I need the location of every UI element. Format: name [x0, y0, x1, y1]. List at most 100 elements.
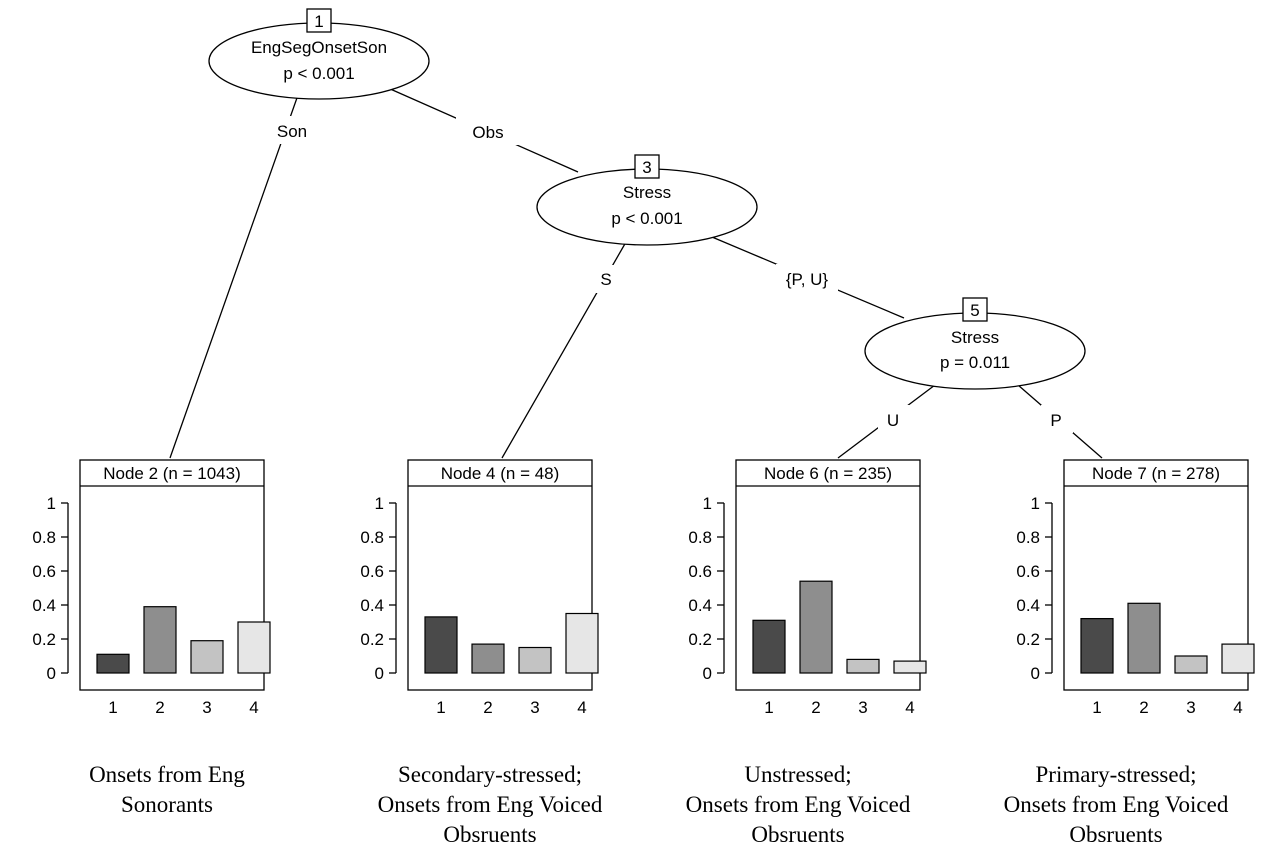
- y-tick-label: 0.6: [32, 562, 56, 581]
- y-tick-label: 0.8: [688, 528, 712, 547]
- terminal-panels: Node 2 (n = 1043) 1 0.8 0.6 0.4 0.2 0 1 2 3 4 Onset…: [32, 459, 1255, 847]
- bar-2: [471, 643, 505, 674]
- bar-2: [143, 606, 177, 674]
- bar-2: [1127, 602, 1161, 674]
- edge-label-son: Son: [277, 122, 307, 141]
- edge-label-obs: Obs: [472, 123, 503, 142]
- x-tick-label: 4: [905, 698, 914, 717]
- node-variable: Stress: [623, 183, 671, 202]
- terminal-node-1: Node 2 (n = 1043) 1 0.8 0.6 0.4 0.2 0 1 2 3 4 Onset…: [32, 459, 271, 817]
- bar-1: [424, 616, 458, 674]
- caption-line: Primary-stressed;: [1036, 762, 1197, 787]
- y-tick-label: 0.2: [360, 630, 384, 649]
- panel-frame: [79, 459, 265, 691]
- edge-label-bg: [776, 264, 838, 292]
- caption-line: Unstressed;: [744, 762, 851, 787]
- node-pvalue: p = 0.011: [940, 353, 1010, 372]
- edge-label-bg: [878, 405, 910, 433]
- bar-1: [1080, 617, 1114, 674]
- y-tick-label: 0.4: [360, 596, 384, 615]
- y-tick-label: 0.4: [688, 596, 712, 615]
- caption-line: Secondary-stressed;: [398, 762, 582, 787]
- bar-3: [1174, 655, 1208, 674]
- y-tick-label: 0.2: [1016, 630, 1040, 649]
- x-tick-label: 2: [811, 698, 820, 717]
- y-tick-label: 0.6: [1016, 562, 1040, 581]
- caption-line: Onsets from Eng: [89, 762, 245, 787]
- bar-1: [96, 653, 130, 674]
- edge-label-bg: [1041, 405, 1073, 433]
- edge-1-2: [169, 94, 299, 459]
- x-tick-label: 1: [764, 698, 773, 717]
- node-id: 1: [314, 12, 323, 31]
- y-tick-label: 0: [703, 664, 712, 683]
- y-tick-label: 0.2: [688, 630, 712, 649]
- terminal-node-2: Node 4 (n = 48) 1 0.8 0.6 0.4 0.2 0 1 2 3 4 Seconda…: [360, 459, 603, 847]
- y-tick-label: 0.8: [360, 528, 384, 547]
- bar-3: [190, 640, 224, 674]
- inner-node-3: 3 Stress p < 0.001: [536, 154, 758, 246]
- y-tick-label: 0.4: [32, 596, 56, 615]
- bar-1: [752, 619, 786, 674]
- caption-line: Obsruents: [751, 822, 844, 847]
- x-tick-label: 4: [1233, 698, 1242, 717]
- y-tick-label: 0.4: [1016, 596, 1040, 615]
- node-ellipse: [536, 168, 758, 246]
- bar-4: [893, 660, 927, 674]
- panel-frame: [735, 459, 921, 691]
- edge-label-u: U: [887, 411, 899, 430]
- bar-4: [237, 621, 271, 674]
- node-id-box: [962, 297, 988, 322]
- y-tick-label: 0: [375, 664, 384, 683]
- x-tick-label: 3: [858, 698, 867, 717]
- y-tick-label: 0: [1031, 664, 1040, 683]
- bar-3: [846, 658, 880, 674]
- terminal-node-3: Node 6 (n = 235) 1 0.8 0.6 0.4 0.2 0 1 2 3 4 Unstre…: [686, 459, 927, 847]
- y-tick-label: 0.6: [688, 562, 712, 581]
- node-variable: EngSegOnsetSon: [251, 38, 387, 57]
- x-tick-label: 2: [1139, 698, 1148, 717]
- y-tick-label: 1: [47, 494, 56, 513]
- node-variable: Stress: [951, 328, 999, 347]
- terminal-node-4: Node 7 (n = 278) 1 0.8 0.6 0.4 0.2 0 1 2 3 4 Primar…: [1004, 459, 1255, 847]
- edge-label-bg: [590, 265, 622, 293]
- y-tick-label: 0: [47, 664, 56, 683]
- panel-title: Node 4 (n = 48): [441, 464, 560, 483]
- inner-node-1: 1 EngSegOnsetSon p < 0.001: [208, 8, 430, 100]
- edge-label-bg: [266, 116, 322, 144]
- bar-4: [1221, 643, 1255, 674]
- x-tick-label: 3: [1186, 698, 1195, 717]
- bar-3: [518, 646, 552, 674]
- x-tick-label: 4: [249, 698, 258, 717]
- y-tick-label: 1: [375, 494, 384, 513]
- x-tick-label: 3: [202, 698, 211, 717]
- node-pvalue: p < 0.001: [611, 209, 682, 228]
- edge-label-s: S: [600, 270, 611, 289]
- x-tick-label: 2: [483, 698, 492, 717]
- edge-label-pu: {P, U}: [786, 270, 829, 289]
- bar-2: [799, 580, 833, 674]
- inner-node-5: 5 Stress p = 0.011: [864, 297, 1086, 390]
- node-id-box: [634, 154, 660, 179]
- y-tick-label: 0.8: [1016, 528, 1040, 547]
- x-tick-label: 4: [577, 698, 586, 717]
- node-id: 3: [642, 158, 651, 177]
- y-tick-label: 0.6: [360, 562, 384, 581]
- edge-label-bg: [456, 117, 520, 145]
- node-id-box: [306, 8, 332, 33]
- y-tick-label: 0.2: [32, 630, 56, 649]
- panel-title: Node 2 (n = 1043): [103, 464, 241, 483]
- y-tick-label: 1: [703, 494, 712, 513]
- panel-frame: [1063, 459, 1249, 691]
- node-pvalue: p < 0.001: [283, 64, 354, 83]
- caption-line: Onsets from Eng Voiced: [378, 792, 603, 817]
- panel-title: Node 6 (n = 235): [764, 464, 892, 483]
- y-tick-label: 0.8: [32, 528, 56, 547]
- edge-label-p: P: [1050, 411, 1061, 430]
- node-ellipse: [208, 22, 430, 100]
- x-tick-label: 3: [530, 698, 539, 717]
- x-tick-label: 1: [436, 698, 445, 717]
- bar-4: [565, 612, 599, 674]
- panel-frame: [407, 459, 593, 691]
